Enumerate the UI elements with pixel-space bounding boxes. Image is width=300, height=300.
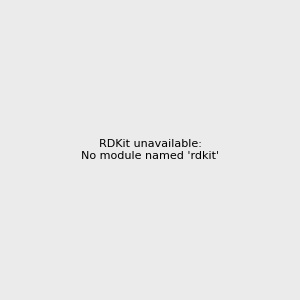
Text: RDKit unavailable:
No module named 'rdkit': RDKit unavailable: No module named 'rdki… xyxy=(81,139,219,161)
